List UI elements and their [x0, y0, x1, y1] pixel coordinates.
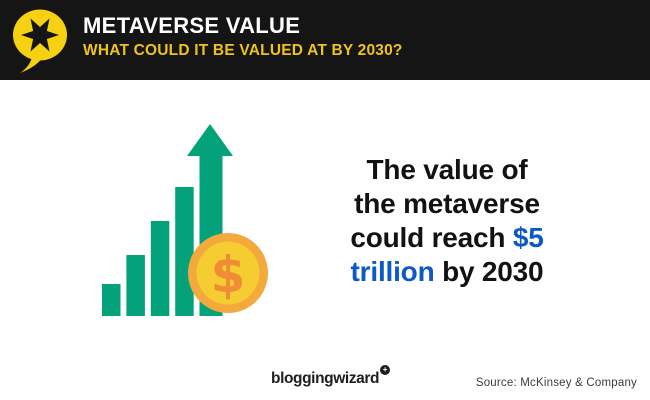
page-subtitle: WHAT COULD IT BE VALUED AT BY 2030? — [83, 42, 403, 59]
plus-icon: + — [380, 365, 391, 375]
headline-line-3: could reach $5 — [316, 221, 578, 255]
source-attribution: Source: McKinsey & Company — [475, 377, 637, 389]
headline-line-2: the metaverse — [316, 187, 578, 221]
logo-wordmark: bloggingwizard — [271, 370, 380, 387]
headline-text: could reach — [350, 222, 513, 253]
headline-line-4: trillion by 2030 — [316, 255, 578, 289]
header-banner: METAVERSE VALUE WHAT COULD IT BE VALUED … — [0, 0, 650, 80]
growth-chart-svg: $ — [102, 124, 268, 316]
headline-text: The value of — [366, 154, 528, 185]
bloggingwizard-logo: bloggingwizard + — [271, 365, 391, 388]
bar — [126, 255, 145, 316]
bar — [175, 187, 194, 316]
speech-bubble-star-svg — [13, 9, 67, 73]
bar — [102, 284, 121, 316]
page-title: METAVERSE VALUE — [83, 13, 301, 38]
bar — [150, 221, 170, 316]
headline-accent-text: trillion — [350, 256, 435, 287]
growth-chart-illustration: $ — [90, 112, 280, 318]
six-point-star-icon — [21, 18, 59, 52]
headline-text: by 2030 — [434, 256, 544, 287]
bar-group — [102, 187, 194, 316]
headline-line-1: The value of — [316, 153, 578, 187]
header-text-block: METAVERSE VALUE WHAT COULD IT BE VALUED … — [83, 13, 403, 60]
dollar-coin-icon: $ — [188, 233, 268, 313]
dollar-sign: $ — [211, 246, 246, 304]
headline-accent-text: $5 — [512, 222, 544, 253]
speech-bubble-star-icon — [9, 6, 71, 74]
headline-text: the metaverse — [354, 188, 540, 219]
headline: The value of the metaverse could reach $… — [316, 153, 578, 289]
